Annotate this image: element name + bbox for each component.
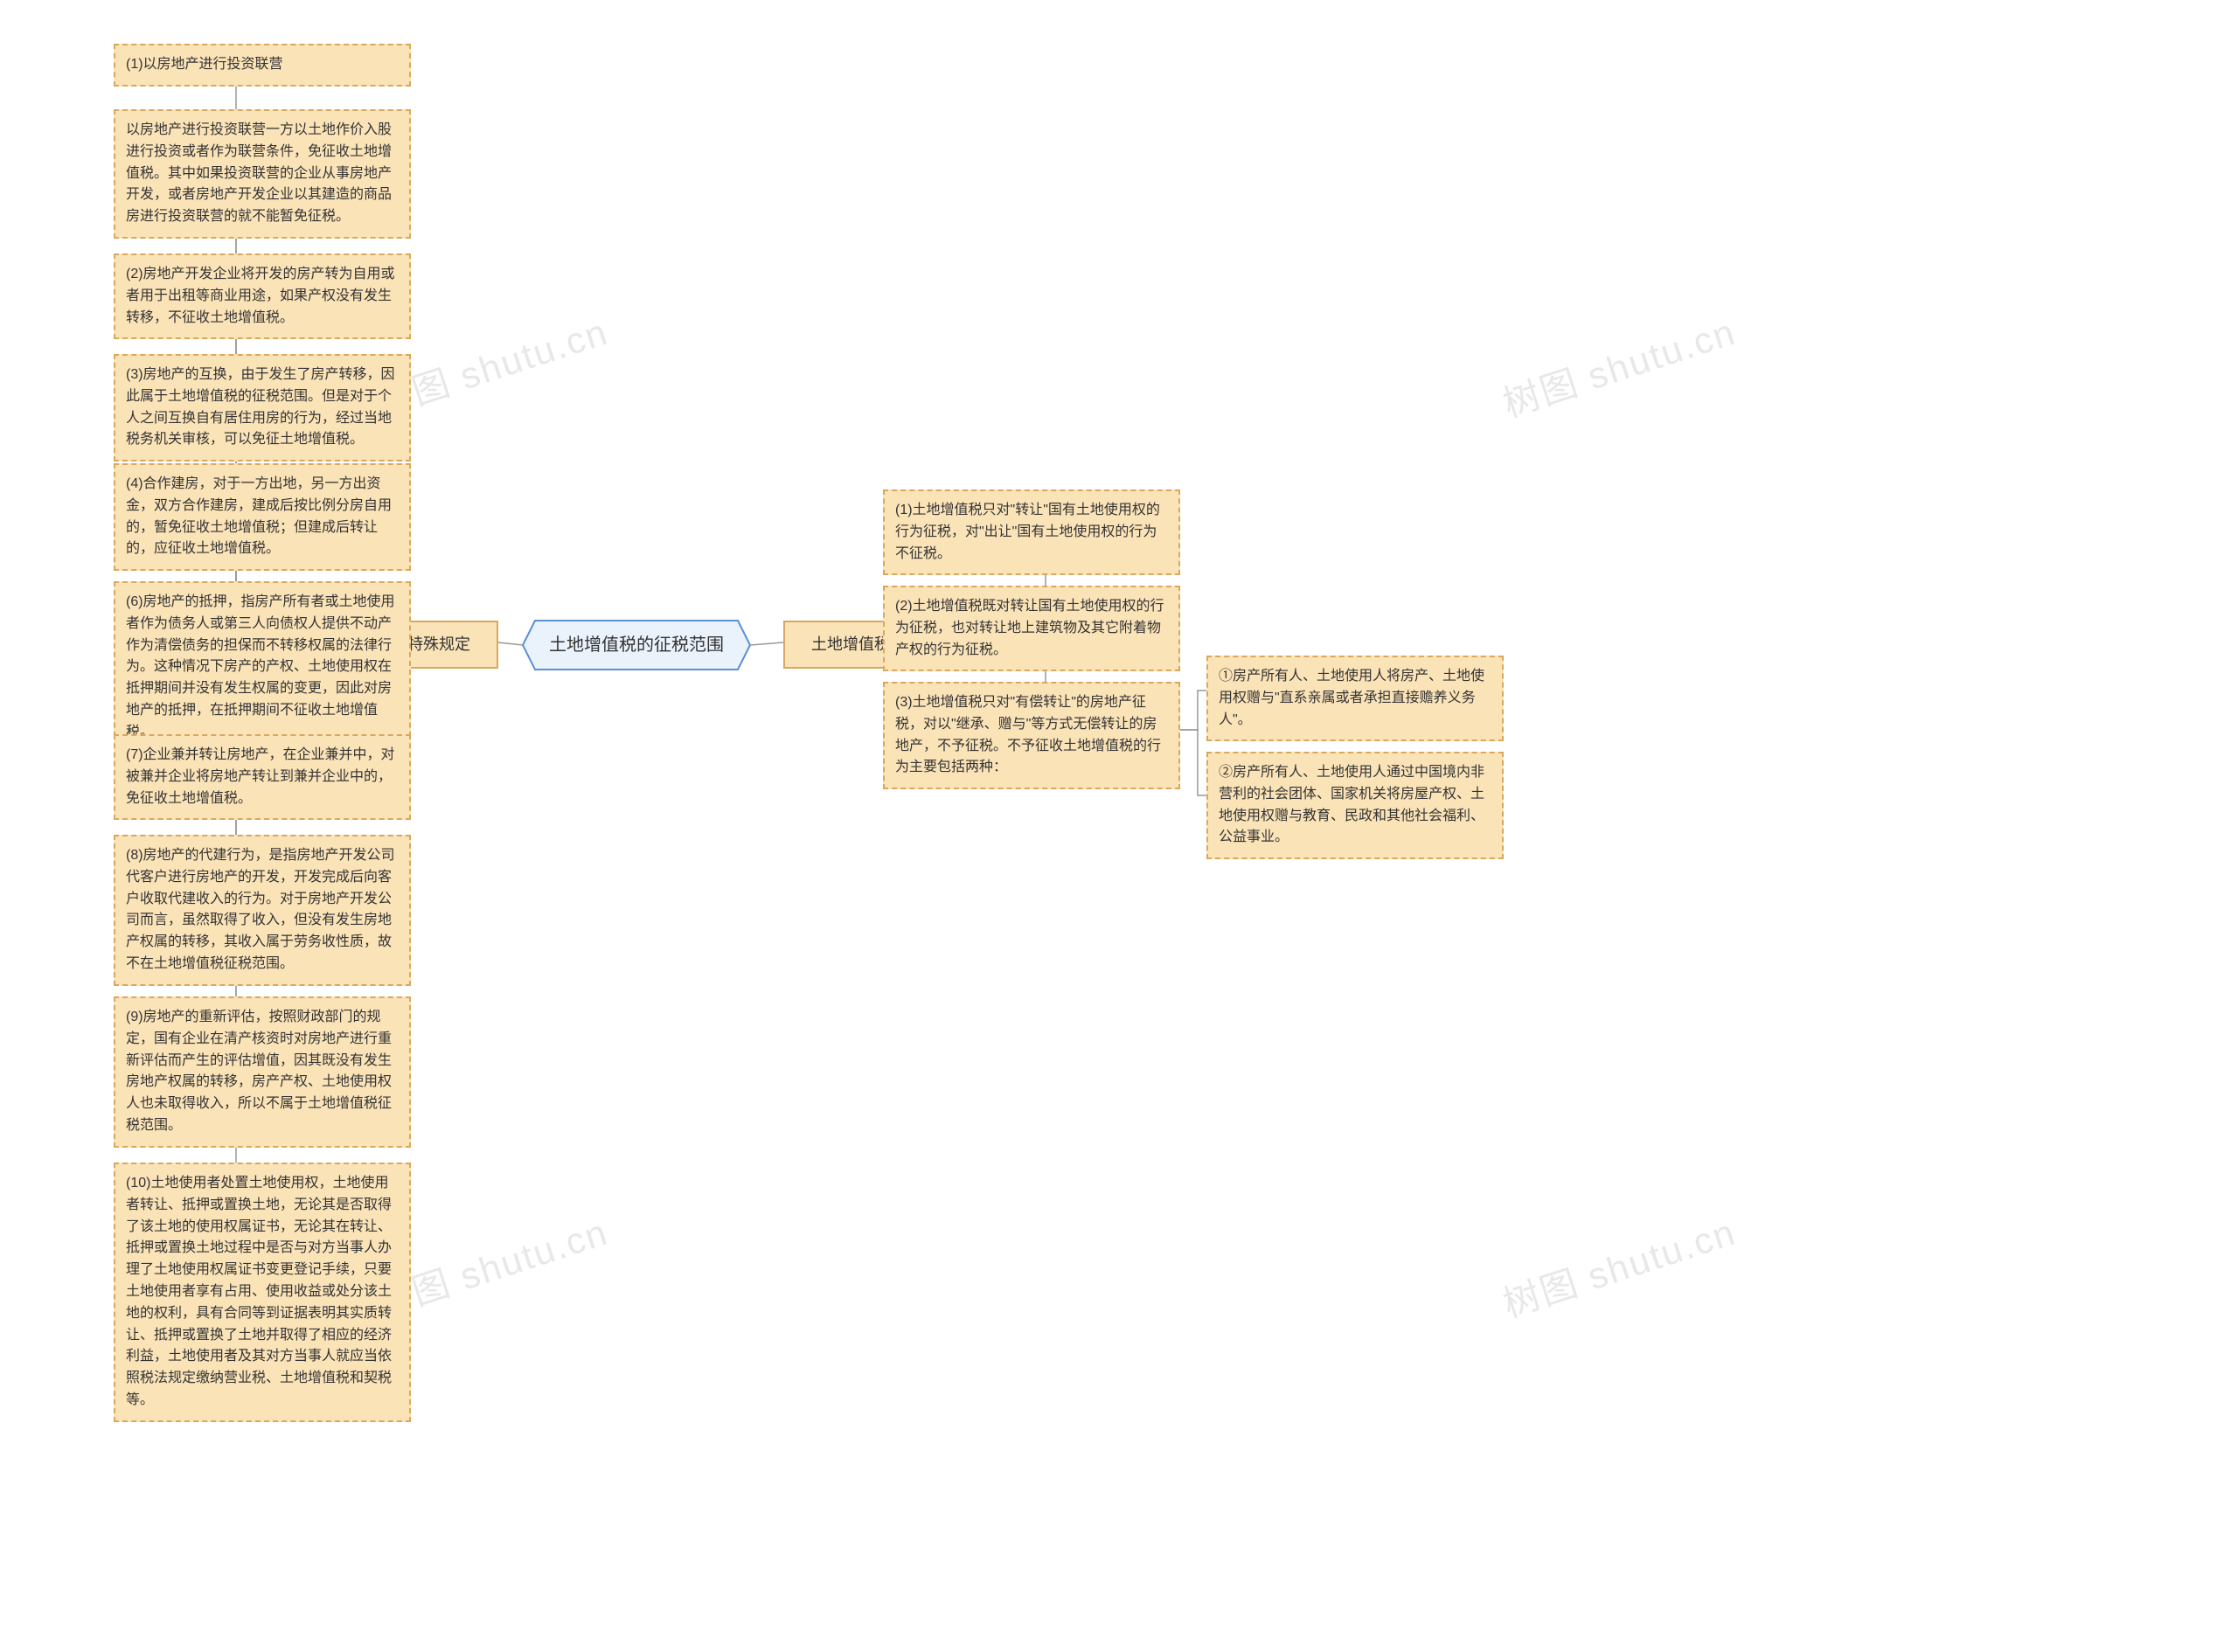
- right-leaf: (1)土地增值税只对"转让"国有土地使用权的行为征税，对"出让"国有土地使用权的…: [883, 489, 1180, 575]
- left-leaf: (10)土地使用者处置土地使用权，土地使用者转让、抵押或置换土地，无论其是否取得…: [114, 1163, 411, 1422]
- right-subleaf: ②房产所有人、土地使用人通过中国境内非营利的社会团体、国家机关将房屋产权、土地使…: [1206, 752, 1504, 859]
- watermark: 树图 shutu.cn: [1496, 302, 1742, 427]
- left-leaf: (6)房地产的抵押，指房产所有者或土地使用者作为债务人或第三人向债权人提供不动产…: [114, 581, 411, 754]
- left-leaf: (1)以房地产进行投资联营: [114, 44, 411, 87]
- watermark: 树图 shutu.cn: [1496, 1203, 1742, 1328]
- left-leaf: (4)合作建房，对于一方出地，另一方出资金，双方合作建房，建成后按比例分房自用的…: [114, 463, 411, 571]
- right-subleaf: ①房产所有人、土地使用人将房产、土地使用权赠与"直系亲属或者承担直接赡养义务人"…: [1206, 656, 1504, 741]
- left-leaf: (7)企业兼并转让房地产，在企业兼并中，对被兼并企业将房地产转让到兼并企业中的，…: [114, 734, 411, 820]
- root-label: 土地增值税的征税范围: [549, 635, 724, 655]
- left-leaf: (8)房地产的代建行为，是指房地产开发公司代客户进行房地产的开发，开发完成后向客…: [114, 835, 411, 986]
- left-leaf: (2)房地产开发企业将开发的房产转为自用或者用于出租等商业用途，如果产权没有发生…: [114, 253, 411, 339]
- left-leaf: (3)房地产的互换，由于发生了房产转移，因此属于土地增值税的征税范围。但是对于个…: [114, 354, 411, 462]
- root-node: 土地增值税的征税范围: [523, 621, 750, 670]
- right-leaf: (3)土地增值税只对"有偿转让"的房地产征税，对以"继承、赠与"等方式无偿转让的…: [883, 682, 1180, 789]
- right-leaf: (2)土地增值税既对转让国有土地使用权的行为征税，也对转让地上建筑物及其它附着物…: [883, 586, 1180, 671]
- left-leaf: (9)房地产的重新评估，按照财政部门的规定，国有企业在清产核资时对房地产进行重新…: [114, 996, 411, 1148]
- left-leaf: 以房地产进行投资联营一方以土地作价入股进行投资或者作为联营条件，免征收土地增值税…: [114, 109, 411, 239]
